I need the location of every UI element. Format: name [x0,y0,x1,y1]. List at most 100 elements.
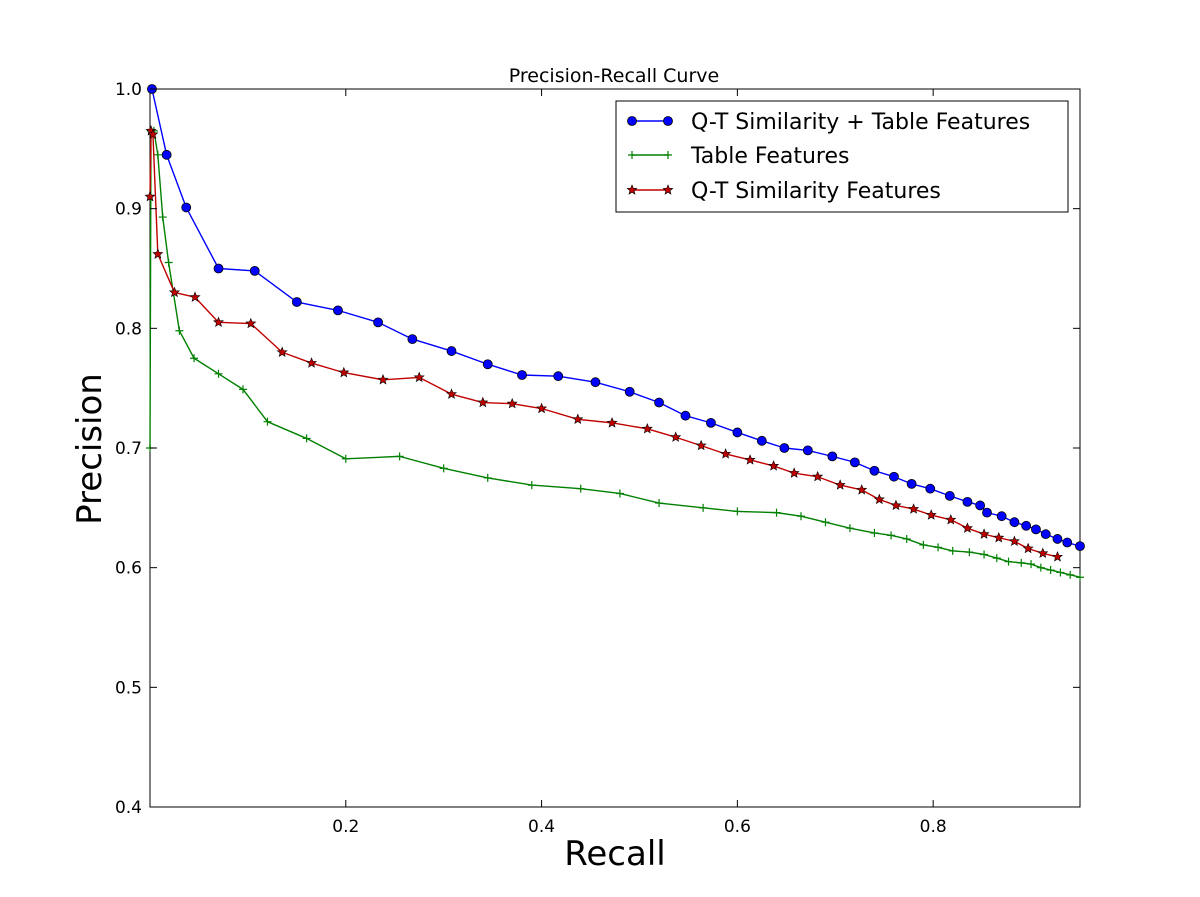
data-point [341,454,350,463]
data-point [680,410,691,421]
data-point [788,467,800,478]
data-point [553,371,564,382]
data-point [1051,551,1064,562]
data-point [733,507,742,516]
data-point [1036,563,1045,572]
data-point [797,512,805,521]
data-point [373,317,383,328]
data-point [834,479,846,490]
y-tick-label: 1.0 [115,80,142,100]
data-point [1056,568,1065,577]
data-point [768,460,780,471]
data-point [606,417,618,428]
data-point [576,484,585,493]
x-tick-label: 0.6 [724,817,751,837]
data-point [1017,558,1026,567]
data-point [590,377,601,388]
data-point [213,263,224,274]
data-point [161,149,172,160]
data-point [962,496,973,507]
data-point [699,503,708,512]
legend-label: Q-T Similarity Features [691,179,941,204]
data-point [744,454,756,465]
x-tick-label: 0.4 [528,817,555,837]
y-axis-label: Precision [70,373,110,525]
legend-entry: Q-T Similarity + Table Features [627,110,1030,135]
data-point [996,511,1007,522]
data-point [856,484,868,495]
data-point [477,396,489,408]
data-point [887,531,896,540]
data-point [213,316,225,328]
data-point [1031,524,1041,535]
data-point [1046,566,1055,575]
data-point [1075,541,1085,552]
y-tick-label: 0.8 [115,319,142,339]
data-point [992,554,1001,563]
data-point [978,528,990,539]
data-point [302,434,311,443]
y-tick-label: 0.4 [115,798,142,818]
data-point [772,508,781,517]
data-point [306,357,318,368]
legend: Q-T Similarity + Table Features Table Fea… [615,100,1069,213]
data-point [291,297,302,307]
data-point [506,397,518,409]
data-point [993,531,1005,543]
data-point [965,548,974,557]
data-point [158,213,167,222]
data-point [445,388,458,399]
data-point [654,397,664,408]
data-point [961,522,973,533]
ticks-layer: 0.2 0.4 0.6 0.8 0.4 0.5 0.6 0.7 0.8 0.9 1.0 [115,80,1080,837]
data-point [802,445,813,456]
y-tick-label: 0.9 [115,200,142,220]
data-point [483,473,492,482]
data-point [395,452,404,461]
data-point [706,417,716,428]
data-point [439,464,448,473]
data-point [925,509,937,520]
data-point [925,483,936,494]
data-point [889,471,899,482]
y-tick-label: 0.6 [115,559,142,579]
data-point [190,354,199,363]
legend-label: Table Features [690,144,849,169]
data-point [407,334,418,345]
series-circle [147,84,1085,552]
data-point [944,490,955,501]
data-point [980,550,989,559]
data-point [827,451,838,462]
data-point [670,431,682,442]
data-point [1076,573,1084,582]
data-point [536,402,548,414]
data-point [948,546,957,555]
y-tick-label: 0.7 [115,439,142,459]
y-tick-label: 0.5 [115,678,142,698]
data-point [249,265,260,276]
series-star [144,125,1064,562]
data-point [164,258,173,267]
chart-title: Precision-Recall Curve [509,65,719,87]
data-point [168,286,180,298]
data-point [1037,547,1049,559]
data-point [153,150,162,159]
data-point [655,499,664,508]
legend-entry: Table Features [628,144,849,169]
data-point [1062,537,1073,548]
legend-marker [628,151,636,159]
data-point [144,190,156,202]
data-point [333,305,343,316]
data-point [245,317,257,329]
legend-marker [662,184,674,195]
data-point [152,248,164,259]
data-point [732,427,743,438]
legend-marker [663,116,673,126]
data-point [890,499,902,511]
data-point [695,439,707,451]
data-point [873,493,885,505]
data-point [1008,535,1020,547]
data-point [870,528,879,537]
data-point [1040,529,1051,540]
data-point [982,507,992,518]
